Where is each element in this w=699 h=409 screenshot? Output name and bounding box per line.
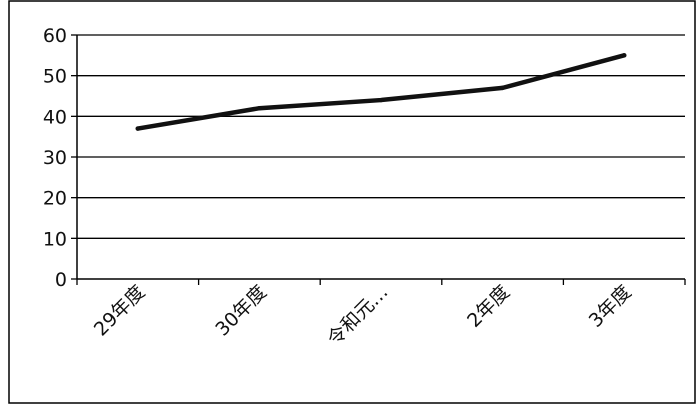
x-tick-label: 3年度 — [585, 281, 636, 332]
y-tick-label: 0 — [55, 269, 67, 291]
gridlines — [77, 34, 685, 239]
x-axis-ticks: 29年度 30年度 令和元… 2年度 3年度 — [90, 281, 636, 350]
series-line — [135, 53, 627, 131]
y-tick-label: 40 — [43, 106, 67, 128]
y-tick-label: 20 — [43, 188, 67, 210]
axes — [71, 34, 686, 285]
y-tick-label: 50 — [43, 66, 67, 88]
data-point — [378, 97, 384, 103]
y-tick-label: 10 — [43, 228, 67, 250]
y-tick-label: 30 — [43, 147, 67, 169]
x-tick-label: 30年度 — [211, 281, 271, 341]
y-tick-label: 60 — [43, 25, 67, 47]
x-tick-label: 令和元… — [323, 281, 392, 350]
data-point — [135, 126, 140, 131]
data-point — [622, 53, 627, 58]
chart-border — [8, 0, 696, 404]
y-axis-ticks: 0 10 20 30 40 50 60 — [43, 25, 67, 291]
x-tick-label: 2年度 — [463, 281, 514, 332]
x-tick-label: 29年度 — [90, 281, 150, 341]
data-point — [500, 85, 505, 91]
series-layer — [135, 53, 627, 131]
data-point — [257, 106, 262, 111]
